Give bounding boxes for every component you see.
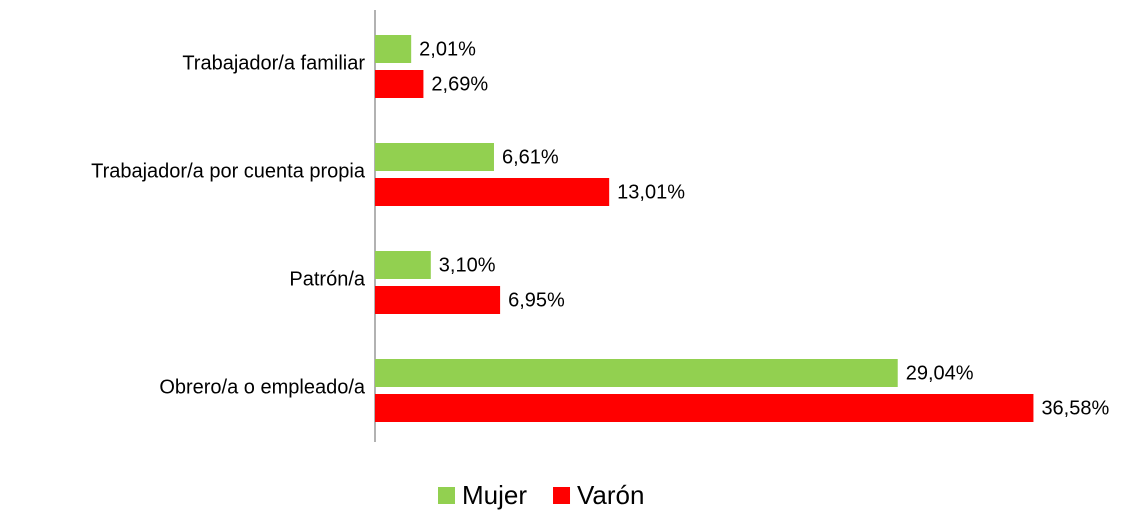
value-label: 29,04% (906, 362, 974, 384)
value-label: 13,01% (617, 181, 685, 203)
y-tick-label: Patrón/a (289, 268, 365, 290)
bar (375, 359, 898, 387)
value-label: 2,01% (419, 38, 476, 60)
y-tick-label: Trabajador/a por cuenta propia (91, 160, 366, 182)
value-label: 6,95% (508, 289, 565, 311)
bar (375, 143, 494, 171)
legend-label: Mujer (462, 480, 527, 510)
y-tick-label: Obrero/a o empleado/a (159, 376, 366, 398)
legend-swatch (438, 487, 455, 504)
bar (375, 178, 610, 206)
legend-label: Varón (577, 480, 644, 510)
value-label: 3,10% (439, 254, 496, 276)
value-label: 2,69% (431, 73, 488, 95)
bar (375, 35, 412, 63)
bar (375, 251, 431, 279)
bar (375, 286, 501, 314)
value-label: 36,58% (1041, 397, 1109, 419)
bar (375, 394, 1034, 422)
bar (375, 70, 424, 98)
value-label: 6,61% (502, 146, 559, 168)
legend-swatch (553, 487, 571, 504)
y-tick-label: Trabajador/a familiar (182, 52, 365, 74)
